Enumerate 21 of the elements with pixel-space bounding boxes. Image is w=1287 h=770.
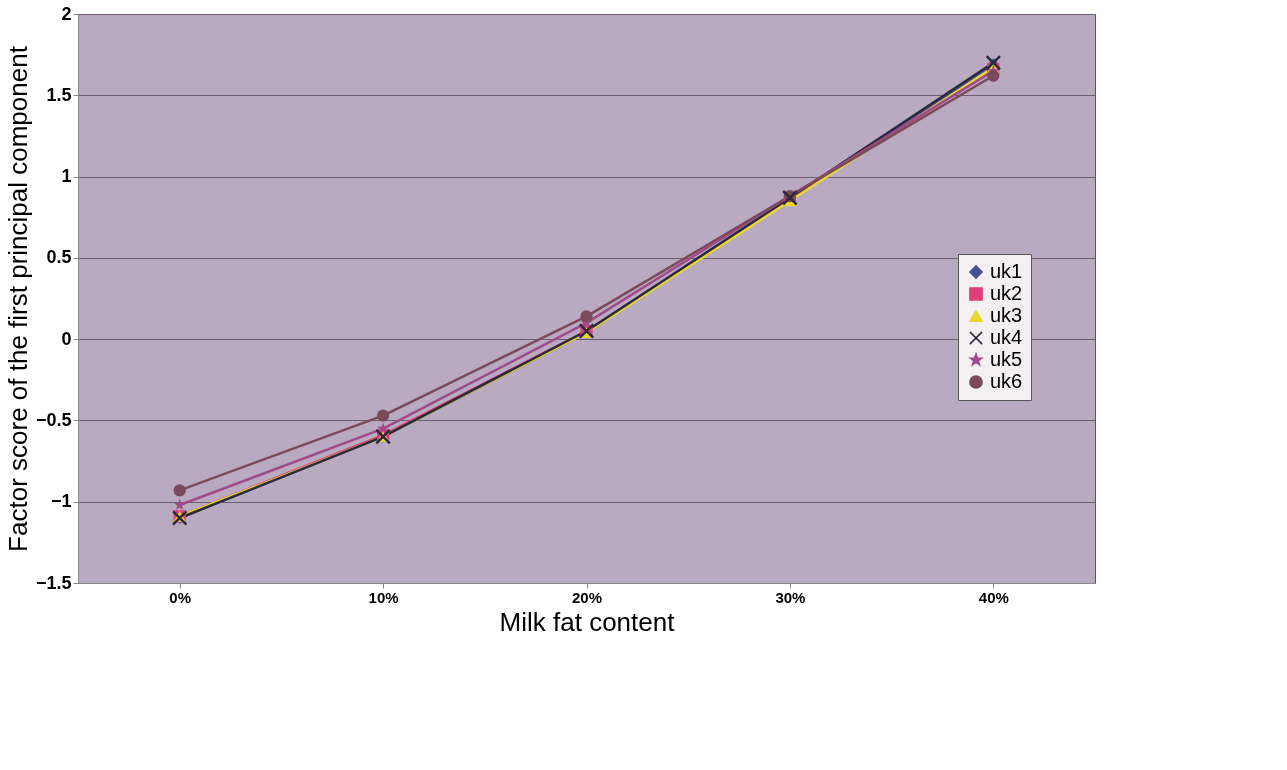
legend-label: uk3 xyxy=(990,304,1023,326)
legend-label: uk6 xyxy=(990,370,1023,392)
legend-label: uk4 xyxy=(990,326,1023,348)
y-axis-title: Factor score of the first principal component xyxy=(2,45,33,552)
y-tick-label: 0.5 xyxy=(46,247,72,268)
x-tick-label: 10% xyxy=(368,588,399,606)
x-tick-label: 0% xyxy=(169,588,192,606)
y-tick-label: −1 xyxy=(50,491,72,512)
legend-label: uk1 xyxy=(990,260,1023,282)
y-tick-label: 2 xyxy=(61,3,72,24)
y-tick-label: −1.5 xyxy=(35,572,72,593)
x-tick-label: 30% xyxy=(775,588,806,606)
y-tick-label: 0 xyxy=(61,328,72,349)
legend-label: uk2 xyxy=(990,282,1023,304)
x-tick-label: 20% xyxy=(571,588,603,606)
x-axis-title: Milk fat content xyxy=(499,606,676,637)
y-tick-label: −0.5 xyxy=(35,409,72,430)
legend-label: uk5 xyxy=(990,348,1023,370)
y-tick-label: 1 xyxy=(61,166,72,187)
x-tick-label: 40% xyxy=(978,588,1009,606)
y-tick-label: 1.5 xyxy=(46,84,72,105)
